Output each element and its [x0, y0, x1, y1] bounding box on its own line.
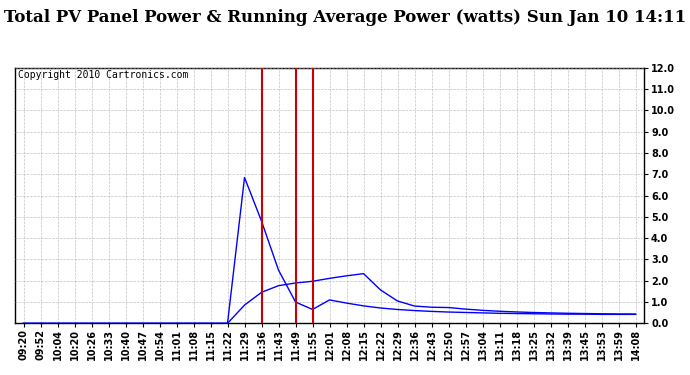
- Text: Total PV Panel Power & Running Average Power (watts) Sun Jan 10 14:11: Total PV Panel Power & Running Average P…: [4, 9, 686, 26]
- Text: Copyright 2010 Cartronics.com: Copyright 2010 Cartronics.com: [18, 70, 188, 80]
